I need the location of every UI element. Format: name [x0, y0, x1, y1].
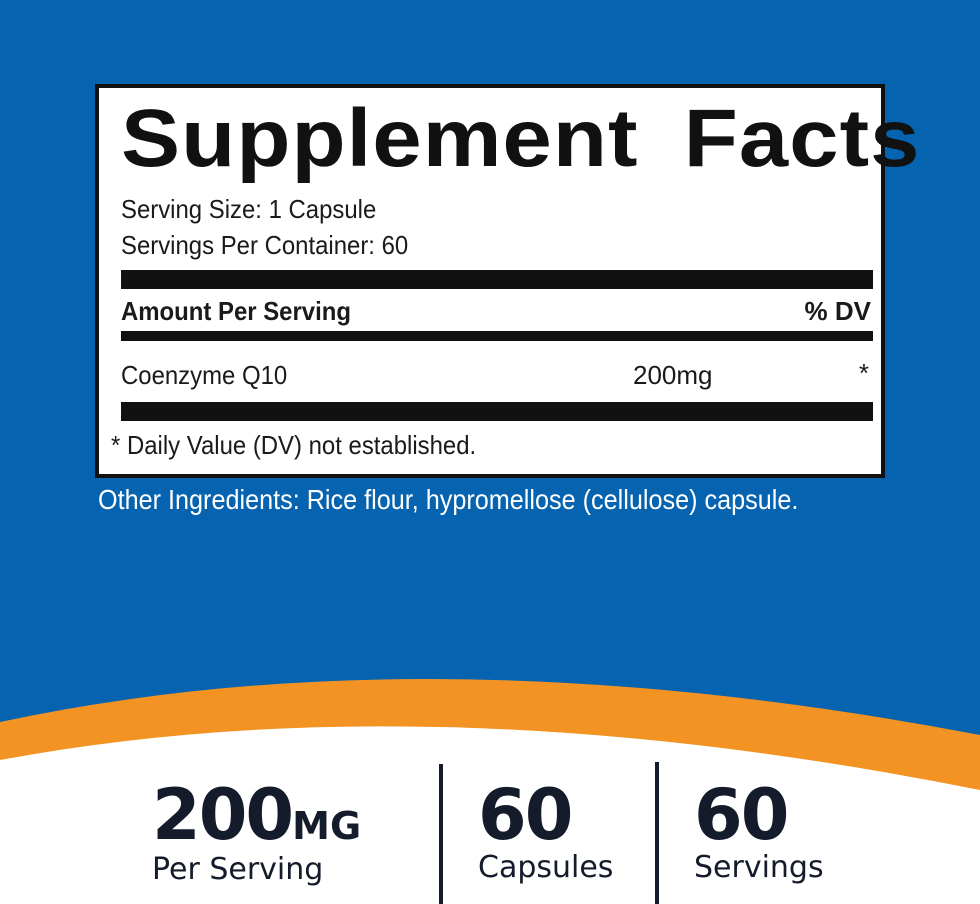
separator	[655, 762, 659, 904]
stat-dose: 200MG	[152, 774, 361, 856]
stat-dose-unit: MG	[292, 804, 362, 848]
servings-per-container: Servings Per Container: 60	[121, 230, 409, 260]
stat-servings-label: Servings	[694, 850, 824, 885]
stat-dose-value: 200	[152, 774, 294, 856]
ingredient-dv: *	[858, 358, 869, 388]
separator	[439, 764, 443, 904]
footnote: * Daily Value (DV) not established.	[111, 430, 477, 460]
amount-header: Amount Per Serving	[121, 296, 351, 326]
divider-thick-bottom	[121, 402, 873, 421]
ingredient-name: Coenzyme Q10	[121, 360, 288, 390]
stat-capsules-label: Capsules	[478, 850, 614, 885]
serving-size: Serving Size: 1 Capsule	[121, 194, 377, 224]
other-ingredients: Other Ingredients: Rice flour, hypromell…	[98, 484, 799, 515]
stat-servings-value: 60	[694, 774, 789, 856]
divider-thick	[121, 270, 873, 289]
stat-dose-label: Per Serving	[152, 852, 324, 887]
divider-medium	[121, 331, 873, 341]
dv-header: % DV	[804, 296, 871, 326]
ingredient-amount: 200mg	[633, 360, 713, 390]
supplement-facts-panel: Supplement Facts Serving Size: 1 Capsule…	[95, 84, 919, 478]
stat-capsules-value: 60	[478, 774, 573, 856]
panel-title: Supplement Facts	[121, 93, 921, 184]
